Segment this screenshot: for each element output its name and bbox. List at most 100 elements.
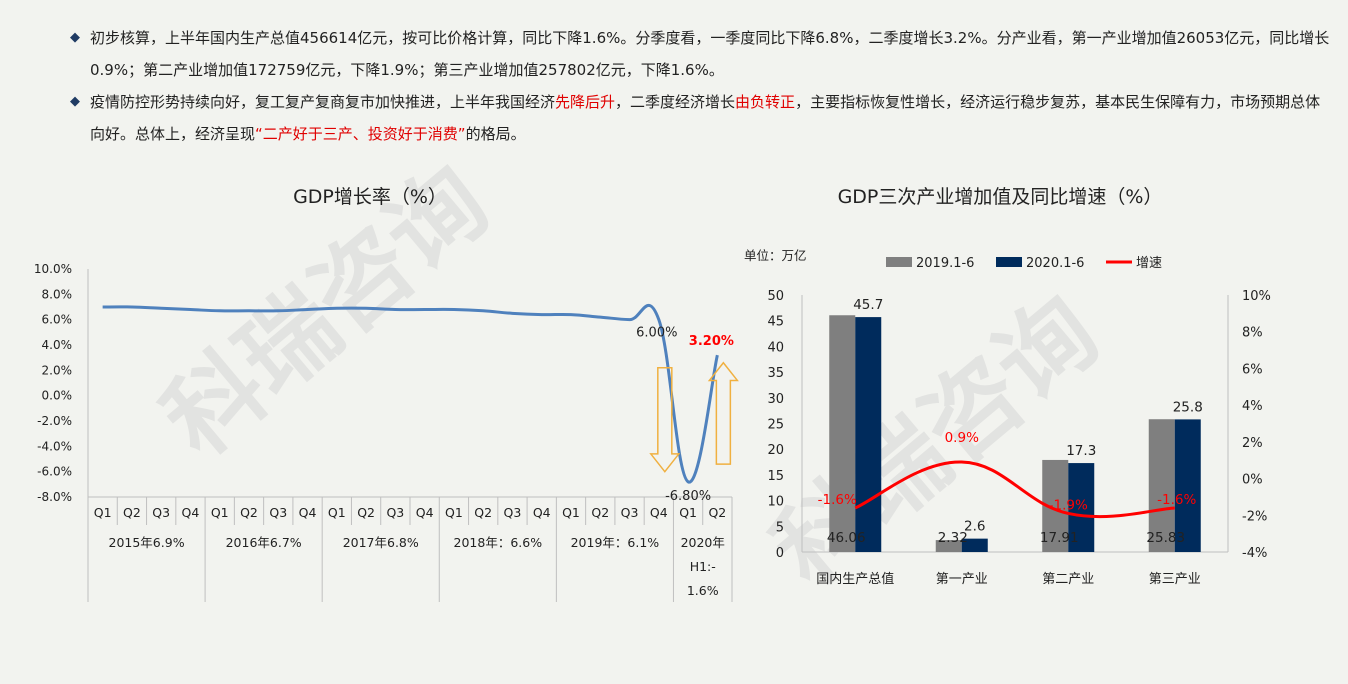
year-group-label: 2020年 [681, 535, 725, 550]
left-tick-label: 0 [776, 546, 784, 561]
growth-rate-line [854, 460, 1175, 519]
year-group-label: 2017年6.8% [343, 535, 419, 550]
data-label: 6.00% [636, 326, 677, 341]
quarter-label: Q3 [152, 505, 170, 520]
quarter-label: Q3 [621, 505, 639, 520]
diamond-bullet-icon: ◆ [70, 94, 80, 109]
y-tick-label: 4.0% [42, 338, 73, 352]
bullet-1-text: 初步核算，上半年国内生产总值456614亿元，按可比价格计算，同比下降1.6%。… [90, 29, 1330, 79]
left-tick-label: 5 [776, 520, 784, 535]
bullet-2-text-d: 的格局。 [465, 125, 526, 143]
right-tick-label: 6% [1242, 362, 1263, 377]
bullet-1: ◆ 初步核算，上半年国内生产总值456614亿元，按可比价格计算，同比下降1.6… [70, 22, 1330, 86]
right-tick-label: 10% [1242, 289, 1271, 304]
quarter-label: Q1 [328, 505, 346, 520]
bullet-2-highlight-a: 先降后升 [555, 93, 616, 111]
right-tick-label: 2% [1242, 436, 1263, 451]
y-tick-label: -6.0% [37, 465, 72, 479]
summary-bullets: ◆ 初步核算，上半年国内生产总值456614亿元，按可比价格计算，同比下降1.6… [70, 22, 1330, 150]
bar-2019 [1148, 419, 1175, 552]
bar-2019 [829, 315, 856, 552]
value-label-2019: 25.83 [1146, 530, 1185, 546]
quarter-label: Q4 [533, 505, 551, 520]
industry-bar-chart: 单位：万亿 2019.1-6 2020.1-6 增速 0 5 10 15 20 25 30 35 40 4… [744, 248, 1271, 587]
quarter-label: Q2 [708, 505, 726, 520]
bullet-2-highlight-c: “二产好于三产、投资好于消费” [255, 125, 466, 143]
quarter-label: Q1 [211, 505, 229, 520]
quarter-label: Q2 [357, 505, 375, 520]
year-group-label: 2015年6.9% [109, 535, 185, 550]
quarter-label: Q4 [299, 505, 317, 520]
y-tick-label: -2.0% [37, 414, 72, 428]
left-tick-label: 15 [767, 469, 784, 484]
quarter-label: Q1 [94, 505, 112, 520]
bar-chart-title: GDP三次产业增加值及同比增速（%） [837, 186, 1163, 208]
y-tick-label: 10.0% [34, 262, 72, 276]
quarter-label: Q2 [474, 505, 492, 520]
value-label-2020: 45.7 [853, 297, 883, 313]
growth-label: -1.6% [1157, 492, 1196, 508]
quarter-label: Q4 [182, 505, 200, 520]
y-tick-label: 2.0% [42, 363, 73, 377]
legend-swatch [886, 257, 912, 267]
y-tick-label: -8.0% [37, 490, 72, 504]
value-label-2019: 2.32 [938, 530, 968, 546]
gdp-growth-line-chart: 10.0% 8.0% 6.0% 4.0% 2.0% 0.0% -2.0% -4.0% -6.0%… [34, 262, 739, 602]
bar-2020 [961, 538, 988, 552]
year-group-label: 2018年：6.6% [454, 535, 543, 550]
bar-2020 [1174, 419, 1201, 552]
unit-label: 单位：万亿 [744, 248, 807, 263]
bullet-2-text-a: 疫情防控形势持续向好，复工复产复商复市加快推进，上半年我国经济 [90, 93, 556, 111]
y-tick-label: 0.0% [42, 389, 73, 403]
growth-label: -1.6% [818, 492, 857, 508]
left-tick-label: 45 [767, 315, 784, 330]
data-label: 3.20% [689, 334, 734, 349]
quarter-label: Q1 [445, 505, 463, 520]
category-label: 第三产业 [1149, 572, 1201, 587]
quarter-label: Q2 [240, 505, 258, 520]
left-tick-label: 10 [767, 495, 784, 510]
bar-2020 [855, 317, 882, 552]
up-arrow-icon [707, 361, 739, 465]
y-tick-label: 6.0% [42, 313, 73, 327]
quarter-label: Q1 [679, 505, 697, 520]
y-tick-label: -4.0% [37, 439, 72, 453]
value-label-2019: 46.06 [827, 530, 866, 546]
legend-swatch [996, 257, 1022, 267]
growth-label: -1.9% [1049, 497, 1088, 513]
bullet-2: ◆ 疫情防控形势持续向好，复工复产复商复市加快推进，上半年我国经济先降后升，二季… [70, 86, 1330, 150]
right-tick-label: 8% [1242, 326, 1263, 341]
quarter-label: Q2 [591, 505, 609, 520]
down-arrow-icon [649, 367, 681, 473]
left-tick-label: 30 [767, 392, 784, 407]
quarter-label: Q3 [504, 505, 522, 520]
left-tick-label: 40 [767, 340, 784, 355]
right-tick-label: 0% [1242, 473, 1263, 488]
year-group-label: 2016年6.7% [226, 535, 302, 550]
quarter-label: Q3 [386, 505, 404, 520]
category-label: 第二产业 [1042, 572, 1094, 587]
right-tick-label: -4% [1242, 546, 1267, 561]
left-tick-label: 50 [767, 289, 784, 304]
gdp-growth-line [102, 303, 719, 484]
quarter-label: Q2 [123, 505, 141, 520]
category-label: 第一产业 [936, 572, 988, 587]
diamond-bullet-icon: ◆ [70, 30, 80, 45]
value-label-2020: 17.3 [1066, 443, 1096, 459]
bar-2020 [1068, 463, 1095, 552]
line-chart-title: GDP增长率（%） [293, 186, 447, 208]
right-tick-label: 4% [1242, 399, 1263, 414]
legend-label: 2019.1-6 [916, 256, 974, 271]
left-tick-label: 20 [767, 443, 784, 458]
value-label-2019: 17.91 [1040, 530, 1079, 546]
bar-2019 [935, 540, 962, 552]
right-tick-label: -2% [1242, 509, 1267, 524]
y-tick-label: 8.0% [42, 287, 73, 301]
legend-label: 增速 [1136, 256, 1162, 271]
data-label: -6.80% [665, 489, 711, 504]
value-label-2020: 25.8 [1173, 399, 1203, 415]
quarter-label: Q3 [269, 505, 287, 520]
legend-label: 2020.1-6 [1026, 256, 1084, 271]
left-tick-label: 35 [767, 366, 784, 381]
quarter-label: Q4 [416, 505, 434, 520]
